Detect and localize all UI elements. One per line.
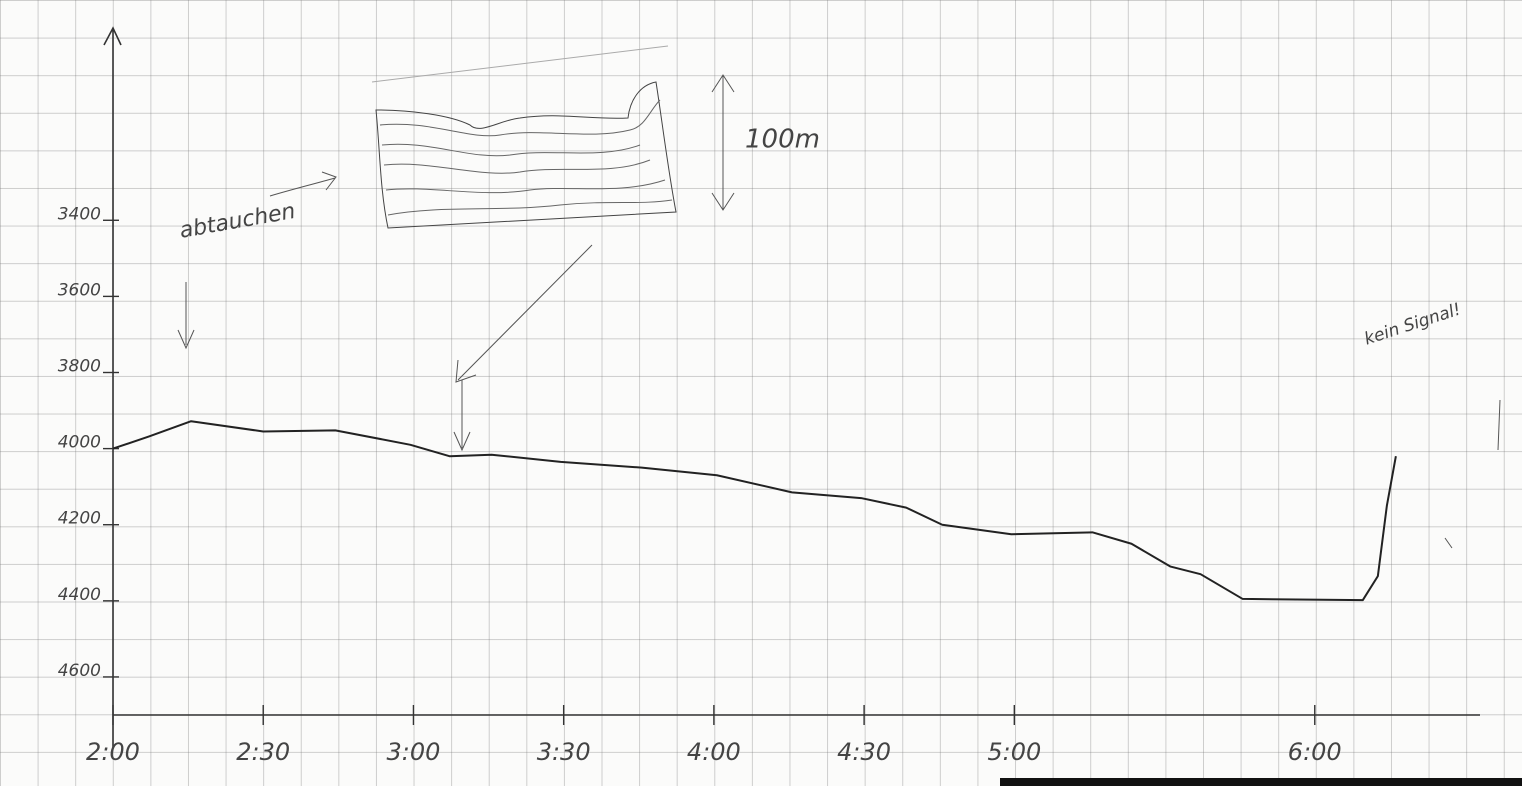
- y-axis: [103, 26, 122, 748]
- x-tick-label: 5:00: [987, 738, 1041, 766]
- y-tick-label: 3600: [58, 280, 101, 300]
- page-edge: [1000, 778, 1522, 786]
- y-tick-label: 4200: [58, 509, 101, 529]
- y-tick-label: 4400: [58, 585, 101, 605]
- dive-annotation: abtauchen: [178, 199, 298, 244]
- y-tick-label: 4600: [58, 661, 101, 681]
- x-tick-label: 3:00: [386, 738, 440, 766]
- data-line: [112, 420, 1397, 602]
- dive-sketch: [371, 45, 677, 229]
- x-tick-label: 4:30: [837, 738, 891, 766]
- y-tick-label: 4000: [58, 433, 101, 453]
- signal-annotation: kein Signal!: [1362, 300, 1464, 350]
- x-tick-label: 4:00: [687, 738, 741, 766]
- x-tick-label: 2:00: [86, 738, 140, 766]
- scale-annotation: 100m: [745, 125, 820, 155]
- annotation-arrows: [177, 74, 1501, 549]
- x-tick-label: 2:30: [236, 738, 290, 766]
- x-tick-label: 6:00: [1288, 738, 1342, 766]
- y-tick-label: 3400: [58, 204, 101, 224]
- y-tick-label: 3800: [58, 357, 101, 377]
- x-tick-label: 3:30: [537, 738, 591, 766]
